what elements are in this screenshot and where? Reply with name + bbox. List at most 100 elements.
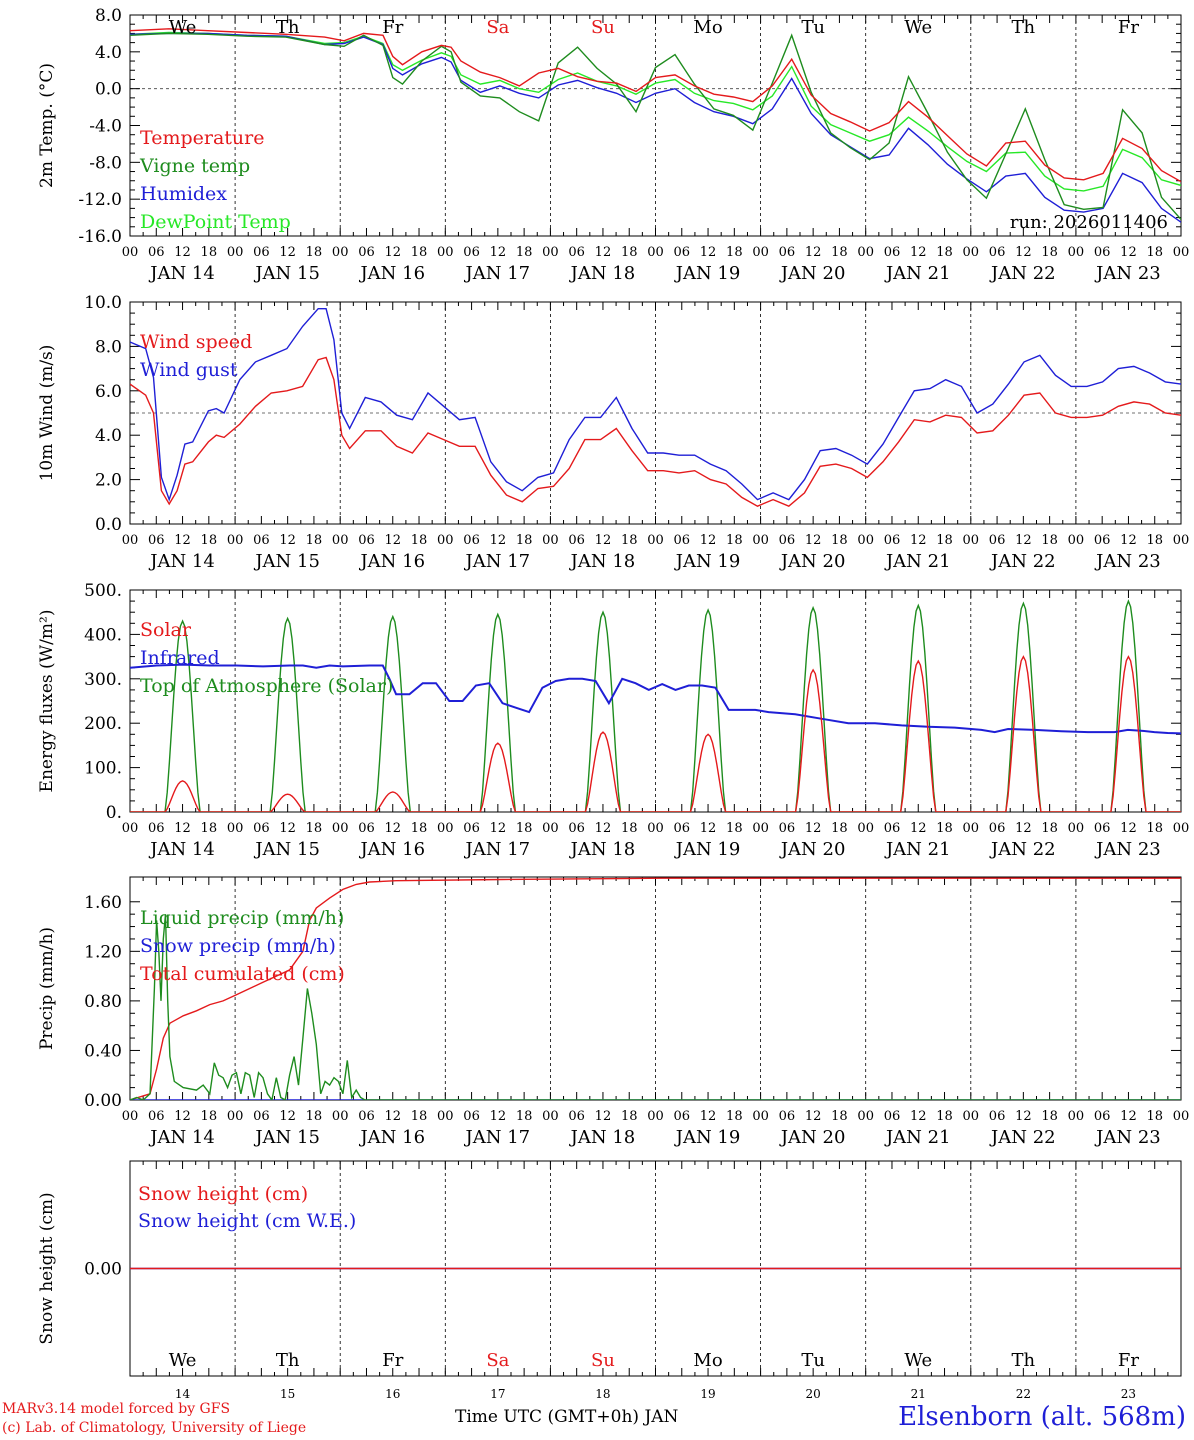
hour-tick-label: 18: [516, 245, 533, 260]
hour-tick-label: 00: [542, 1109, 559, 1124]
y-tick-label: 400.: [84, 625, 122, 645]
day-label: JAN 14: [148, 263, 215, 284]
hour-tick-label: 00: [963, 245, 980, 260]
y-tick-label: 1.20: [84, 942, 122, 962]
y-axis-label: Energy fluxes (W/m²): [37, 610, 57, 793]
hour-tick-label: 06: [463, 245, 480, 260]
day-label: JAN 20: [779, 551, 846, 572]
day-label: JAN 16: [358, 839, 425, 860]
hour-tick-label: 06: [358, 533, 375, 548]
weekday-label-bottom: Mo: [693, 1350, 722, 1371]
hour-tick-label: 12: [700, 1109, 717, 1124]
day-label: JAN 23: [1094, 263, 1161, 284]
weekday-label-bottom: Th: [276, 1350, 300, 1371]
y-tick-label: 0.: [106, 803, 122, 823]
y-tick-label: 8.0: [95, 6, 122, 26]
hour-tick-label: 12: [1120, 245, 1137, 260]
hour-tick-label: 12: [174, 1109, 191, 1124]
y-tick-label: 200.: [84, 714, 122, 734]
y-tick-label: 10.0: [84, 293, 122, 313]
y-tick-label: 4.0: [95, 43, 122, 63]
hour-tick-label: 12: [595, 533, 612, 548]
day-label: JAN 22: [989, 263, 1056, 284]
day-label: JAN 21: [884, 263, 951, 284]
hour-tick-label: 00: [752, 821, 769, 836]
hour-tick-label: 18: [411, 821, 428, 836]
day-label: JAN 18: [569, 263, 636, 284]
y-tick-label: -16.0: [78, 227, 122, 247]
y-tick-label: 500.: [84, 581, 122, 601]
hour-tick-label: 06: [463, 533, 480, 548]
hour-tick-label: 00: [437, 1109, 454, 1124]
station-name: Elsenborn (alt. 568m): [898, 1402, 1186, 1432]
weekday-label-top: Th: [1012, 17, 1036, 38]
hour-tick-label: 00: [227, 1109, 244, 1124]
weekday-label-bottom: Su: [591, 1350, 615, 1371]
legend-entry: Snow height (cm): [138, 1183, 308, 1205]
series-line: [130, 599, 1181, 812]
weekday-label-top: Su: [591, 17, 615, 38]
hour-tick-label: 12: [490, 821, 507, 836]
hour-tick-label: 18: [516, 1109, 533, 1124]
legend-entry: Temperature: [140, 127, 264, 149]
hour-tick-label: 12: [279, 533, 296, 548]
y-axis-label: Snow height (cm): [37, 1192, 57, 1344]
hour-tick-label: 06: [779, 533, 796, 548]
hour-tick-label: 18: [936, 1109, 953, 1124]
legend-entry: DewPoint Temp: [140, 211, 291, 233]
hour-tick-label: 06: [148, 821, 165, 836]
series-line: [130, 308, 1181, 502]
hour-tick-label: 18: [411, 533, 428, 548]
y-tick-label: 0.0: [95, 80, 122, 100]
series-line: [130, 32, 1181, 223]
panel-temp: [129, 14, 1182, 237]
hour-tick-label: 00: [1173, 1109, 1190, 1124]
weekday-label-top: Sa: [486, 17, 509, 38]
hour-tick-label: 00: [542, 533, 559, 548]
hour-tick-label: 00: [1068, 533, 1085, 548]
hour-tick-label: 00: [227, 821, 244, 836]
y-tick-label: 300.: [84, 670, 122, 690]
y-tick-label: 2.0: [95, 471, 122, 491]
day-label: JAN 19: [674, 839, 741, 860]
hour-tick-label: 00: [647, 245, 664, 260]
series-line: [130, 655, 1181, 812]
day-number-label: 19: [700, 1387, 715, 1401]
hour-tick-label: 00: [437, 821, 454, 836]
y-tick-label: 4.0: [95, 426, 122, 446]
hour-tick-label: 18: [936, 245, 953, 260]
hour-tick-label: 12: [384, 1109, 401, 1124]
day-number-label: 14: [175, 1387, 191, 1401]
day-label: JAN 15: [253, 263, 320, 284]
hour-tick-label: 18: [831, 533, 848, 548]
day-label: JAN 20: [779, 263, 846, 284]
day-label: JAN 20: [779, 1127, 846, 1148]
hour-tick-label: 18: [306, 821, 323, 836]
hour-tick-label: 12: [700, 245, 717, 260]
x-axis-label: Time UTC (GMT+0h) JAN: [455, 1407, 679, 1427]
hour-tick-label: 00: [752, 1109, 769, 1124]
panel-wind: [129, 301, 1182, 525]
hour-tick-label: 18: [306, 245, 323, 260]
weekday-label-top: We: [169, 17, 197, 38]
hour-tick-label: 12: [1015, 821, 1032, 836]
hour-tick-label: 12: [1015, 533, 1032, 548]
hour-tick-label: 18: [201, 1109, 218, 1124]
y-axis-label: 10m Wind (m/s): [37, 345, 57, 482]
hour-tick-label: 12: [279, 245, 296, 260]
hour-tick-label: 18: [1041, 245, 1058, 260]
hour-tick-label: 00: [752, 533, 769, 548]
hour-tick-label: 12: [910, 245, 927, 260]
hour-tick-label: 06: [989, 1109, 1006, 1124]
weekday-label-bottom: We: [169, 1350, 197, 1371]
series-line: [130, 356, 1181, 508]
hour-tick-label: 12: [805, 245, 822, 260]
day-label: JAN 19: [674, 1127, 741, 1148]
hour-tick-label: 00: [752, 245, 769, 260]
y-tick-label: -12.0: [78, 190, 122, 210]
hour-tick-label: 18: [1041, 821, 1058, 836]
hour-tick-label: 00: [437, 245, 454, 260]
hour-tick-label: 18: [1041, 533, 1058, 548]
hour-tick-label: 06: [463, 821, 480, 836]
hour-tick-label: 12: [490, 533, 507, 548]
